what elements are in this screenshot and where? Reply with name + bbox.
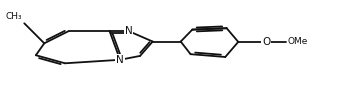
- Text: CH₃: CH₃: [6, 12, 23, 21]
- Text: N: N: [116, 55, 124, 65]
- Text: O: O: [262, 37, 270, 47]
- Text: OMe: OMe: [287, 37, 308, 46]
- Text: N: N: [125, 26, 132, 36]
